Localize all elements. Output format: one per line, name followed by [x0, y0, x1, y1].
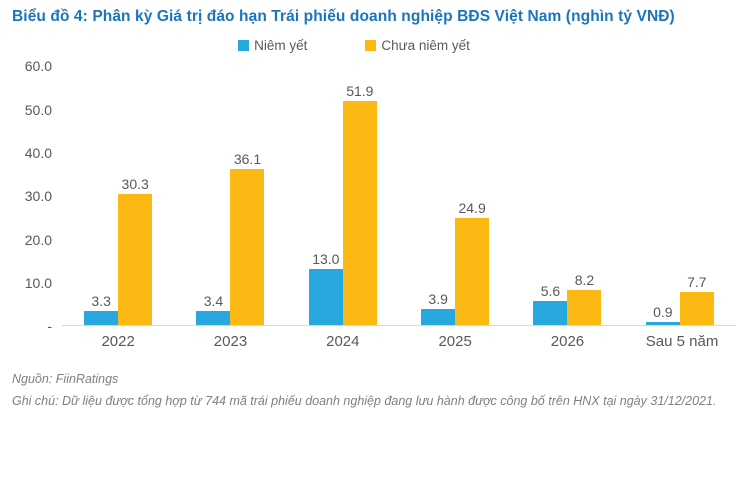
y-tick-label: 40.0 — [24, 145, 52, 162]
bar-group: 3.9 24.9 — [421, 65, 490, 326]
x-axis-label: 2022 — [101, 333, 135, 351]
bar-value-label: 13.0 — [312, 251, 340, 268]
bar-column: 3.3 — [84, 65, 119, 326]
bar-chua-niem-yet — [342, 100, 377, 326]
chart-legend: Niêm yết Chưa niêm yết — [12, 38, 696, 53]
bar-column: 0.9 — [645, 65, 680, 326]
bar-value-label: 7.7 — [687, 274, 707, 291]
bar-chua-niem-yet — [567, 289, 602, 326]
bar-value-label: 0.9 — [653, 303, 673, 320]
y-tick-label: 50.0 — [24, 101, 52, 118]
bar-value-label: 3.9 — [428, 290, 448, 307]
x-axis-label: 2026 — [550, 333, 585, 351]
y-tick-label: 10.0 — [24, 275, 52, 292]
bar-value-label: 36.1 — [233, 151, 262, 168]
y-axis: 60.0 50.0 40.0 30.0 20.0 10.0 - — [12, 58, 62, 334]
bar-niem-yet — [196, 310, 231, 326]
note-line: Ghi chú: Dữ liệu được tổng hợp từ 744 mã… — [12, 393, 717, 408]
bar-niem-yet — [308, 269, 343, 326]
bar-chua-niem-yet — [679, 292, 714, 326]
bar-value-label: 3.4 — [203, 292, 224, 309]
bar-chua-niem-yet — [455, 217, 490, 326]
bar-group: 5.6 8.2 — [533, 65, 602, 326]
y-tick-label: 20.0 — [24, 231, 52, 248]
bar-value-label: 3.3 — [91, 293, 111, 310]
footer: Nguồn: FiinRatings Ghi chú: Dữ liệu được… — [12, 364, 736, 411]
bar-group: 3.3 30.3 — [84, 65, 153, 326]
bar-chua-niem-yet — [230, 169, 265, 326]
x-axis-label: 2023 — [213, 333, 248, 351]
bar-column: 13.0 — [308, 65, 343, 326]
bar-column: 3.9 — [421, 65, 456, 326]
bar-value-label: 8.2 — [574, 271, 595, 288]
plot-area: 3.3 30.3 3.4 36.1 13.0 51.9 3.9 24.9 5.6 8.2 0.9 7.… — [62, 65, 736, 327]
bar-column: 5.6 — [533, 65, 568, 326]
bar-niem-yet — [645, 321, 680, 326]
bar-column: 7.7 — [679, 65, 714, 326]
chart-title: Biểu đồ 4: Phân kỳ Giá trị đáo hạn Trái … — [12, 8, 675, 25]
bar-group: 3.4 36.1 — [196, 65, 265, 326]
x-axis-label: 2025 — [438, 333, 472, 351]
bar-column: 30.3 — [118, 65, 153, 326]
bar-column: 8.2 — [567, 65, 602, 326]
bar-column: 3.4 — [196, 65, 231, 326]
bar-group: 0.9 7.7 — [645, 65, 714, 326]
source-line: Nguồn: FiinRatings — [12, 372, 119, 387]
legend-label-chua-niem-yet: Chưa niêm yết — [381, 38, 470, 54]
legend-item-niem-yet: Niêm yết — [238, 38, 307, 53]
bar-value-label: 5.6 — [540, 283, 561, 300]
bar-column: 24.9 — [455, 65, 490, 326]
legend-swatch-yellow — [365, 40, 377, 52]
legend-label-niem-yet: Niêm yết — [254, 38, 308, 54]
bar-niem-yet — [533, 301, 568, 326]
bar-niem-yet — [84, 311, 119, 326]
bar-value-label: 30.3 — [121, 176, 149, 193]
legend-item-chua-niem-yet: Chưa niêm yết — [365, 38, 470, 53]
bar-column: 51.9 — [342, 65, 377, 326]
bar-niem-yet — [421, 308, 456, 326]
x-axis-label: Sau 5 năm — [645, 333, 719, 351]
bar-chua-niem-yet — [118, 194, 153, 326]
legend-swatch-blue — [238, 40, 250, 52]
x-axis: 2022 2023 2024 2025 2026 Sau 5 năm — [62, 326, 736, 364]
y-tick-label: 30.0 — [24, 188, 52, 205]
y-tick-label: - — [47, 318, 52, 335]
x-axis-label: 2024 — [326, 333, 360, 351]
y-tick-label: 60.0 — [24, 58, 52, 75]
bar-group: 13.0 51.9 — [308, 65, 377, 326]
bar-chart: 60.0 50.0 40.0 30.0 20.0 10.0 - 3.3 30.3 3.4 36.1… — [12, 58, 736, 334]
bar-value-label: 24.9 — [458, 199, 486, 216]
bar-value-label: 51.9 — [346, 82, 374, 99]
bar-column: 36.1 — [230, 65, 265, 326]
